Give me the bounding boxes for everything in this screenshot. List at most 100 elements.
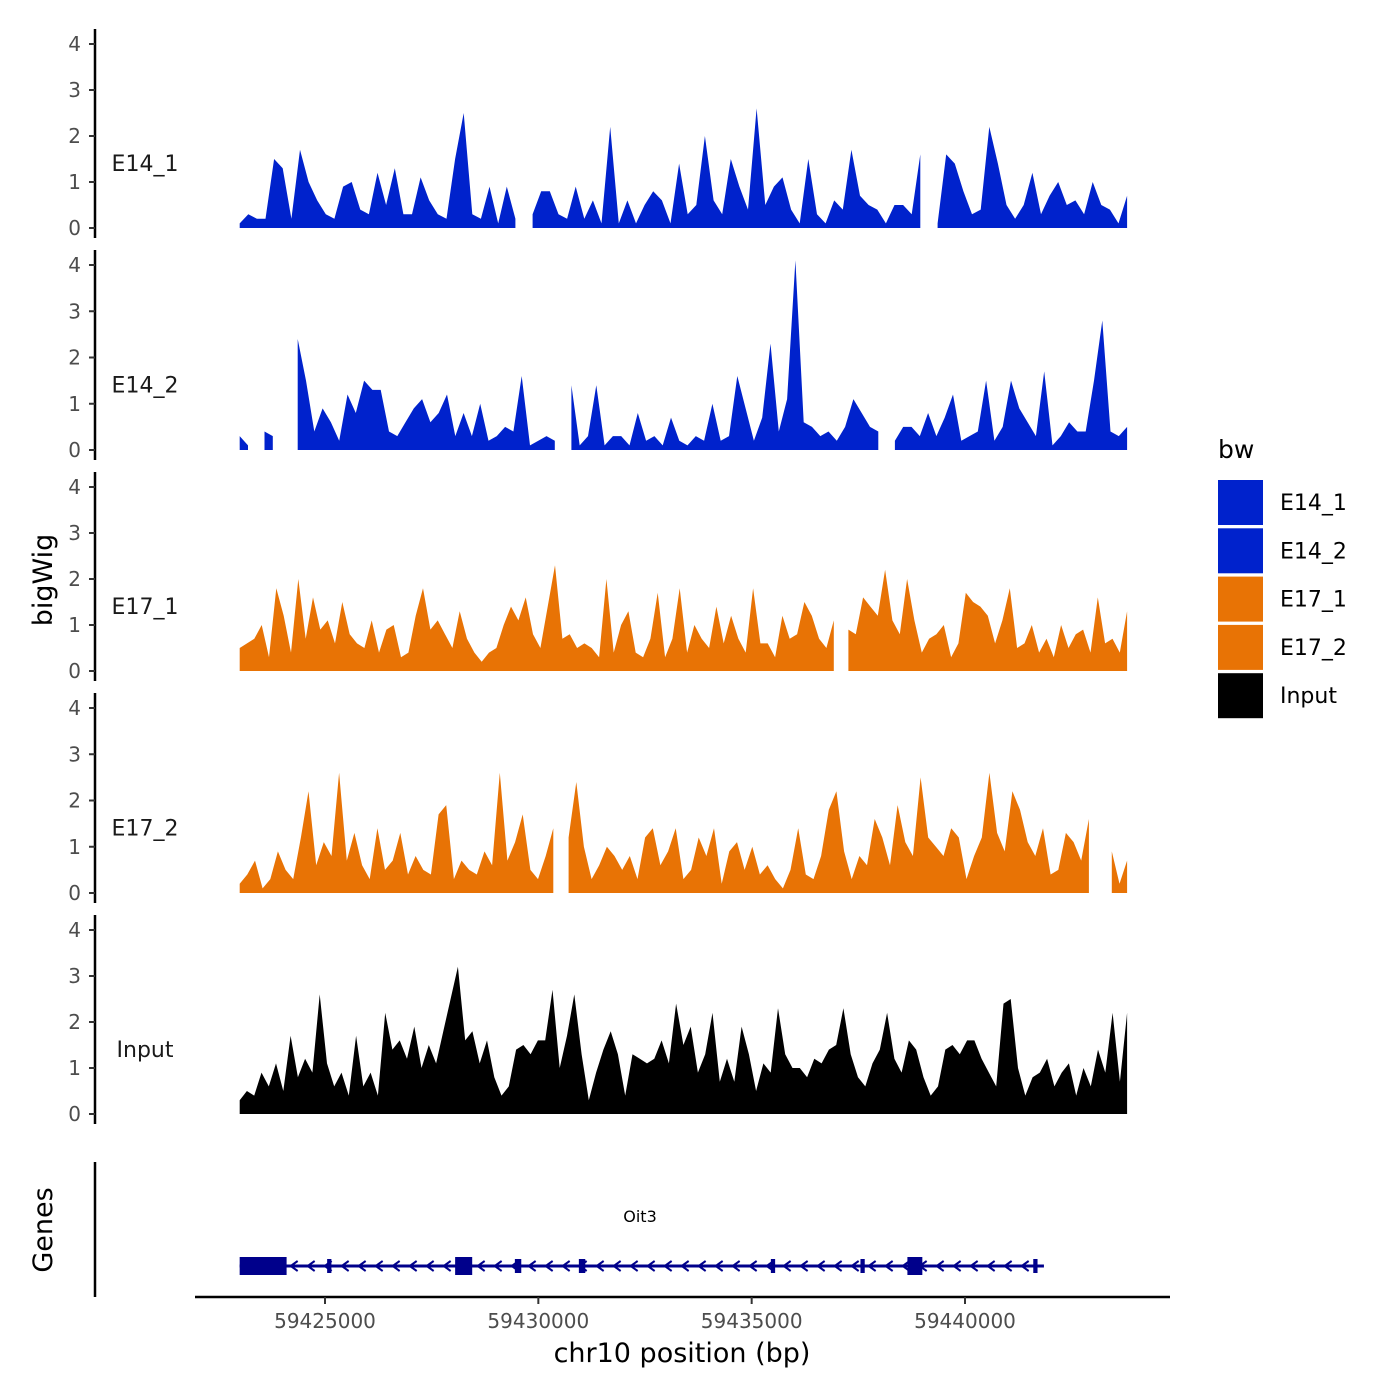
- strand-arrow: [339, 1260, 350, 1272]
- y-tick-label: 0: [68, 216, 81, 240]
- y-axis-title: bigWig: [28, 534, 59, 627]
- strand-arrow: [526, 1260, 537, 1272]
- signal-tracks: 0 1 2 3 4 E14_1 0 1 2 3 4 E14_2 0 1 2 3 4 E17_1 0 1 2 3 4 E17_2…: [68, 29, 1128, 1126]
- signal-area: [532, 108, 921, 228]
- legend-title: bw: [1218, 435, 1254, 464]
- strand-arrow: [985, 1260, 996, 1272]
- y-tick-label: 0: [68, 1102, 81, 1126]
- signal-area: [848, 569, 1128, 671]
- y-tick-label: 3: [68, 78, 81, 102]
- y-tick-label: 2: [68, 1010, 81, 1034]
- legend-swatch: [1218, 673, 1263, 719]
- signal-area: [239, 772, 554, 893]
- legend-label: E17_1: [1280, 588, 1347, 613]
- signal-area: [1111, 851, 1128, 893]
- signal-area: [239, 565, 834, 671]
- signal-area: [571, 260, 879, 450]
- y-tick-label: 1: [68, 392, 81, 416]
- y-tick-label: 2: [68, 346, 81, 370]
- signal-area: [894, 320, 1128, 450]
- y-tick-label: 2: [68, 567, 81, 591]
- strand-arrow: [288, 1260, 299, 1272]
- y-tick-label: 4: [68, 475, 81, 499]
- y-tick-label: 0: [68, 438, 81, 462]
- strand-arrow: [492, 1260, 503, 1272]
- strand-arrow: [373, 1260, 384, 1272]
- strand-arrow: [356, 1260, 367, 1272]
- strand-arrow: [713, 1260, 724, 1272]
- legend-swatch: [1218, 528, 1263, 574]
- strand-arrow: [1019, 1260, 1030, 1272]
- genes-axis-title: Genes: [28, 1187, 59, 1272]
- strand-arrow: [645, 1260, 656, 1272]
- legend-swatch: [1218, 576, 1263, 622]
- gene-exon: [860, 1259, 865, 1273]
- gene-exon: [455, 1257, 473, 1275]
- gene-panel: Genes Oit3: [28, 1162, 1044, 1297]
- strand-arrow: [390, 1260, 401, 1272]
- legend-label: E14_1: [1280, 491, 1347, 516]
- gene-exon: [514, 1259, 522, 1273]
- strand-arrow: [968, 1260, 979, 1272]
- legend-label: E14_2: [1280, 539, 1347, 564]
- strand-arrow: [628, 1260, 639, 1272]
- y-tick-label: 4: [68, 696, 81, 720]
- x-tick-label: 59430000: [487, 1309, 589, 1333]
- strand-arrow: [900, 1260, 911, 1272]
- track-E17_2: 0 1 2 3 4 E17_2: [68, 693, 1128, 905]
- x-tick-label: 59435000: [701, 1309, 803, 1333]
- y-tick-label: 2: [68, 124, 81, 148]
- legend-label: Input: [1280, 684, 1337, 709]
- gene-exon: [578, 1259, 586, 1273]
- strand-arrow: [798, 1260, 809, 1272]
- y-tick-label: 0: [68, 881, 81, 905]
- gene-exon: [907, 1257, 923, 1275]
- gene-exon: [239, 1257, 287, 1275]
- track-E17_1: 0 1 2 3 4 E17_1: [68, 472, 1128, 683]
- strand-arrow: [747, 1260, 758, 1272]
- strand-arrow: [951, 1260, 962, 1272]
- legend-swatch: [1218, 480, 1263, 525]
- signal-area: [239, 966, 1128, 1114]
- strand-arrow: [543, 1260, 554, 1272]
- y-tick-label: 3: [68, 521, 81, 545]
- y-tick-label: 1: [68, 835, 81, 859]
- strand-arrow: [679, 1260, 690, 1272]
- track-label: E14_2: [112, 374, 179, 399]
- x-axis: 59425000 59430000 59435000 59440000: [195, 1295, 1170, 1333]
- strand-arrow: [1002, 1260, 1013, 1272]
- strand-arrow: [934, 1260, 945, 1272]
- strand-arrow: [305, 1260, 316, 1272]
- x-axis-title: chr10 position (bp): [554, 1338, 811, 1369]
- gene-model: [239, 1257, 1044, 1275]
- legend-label: E17_2: [1280, 636, 1347, 661]
- y-tick-label: 3: [68, 964, 81, 988]
- strand-arrow: [560, 1260, 571, 1272]
- strand-arrow: [730, 1260, 741, 1272]
- gene-exon: [1033, 1259, 1038, 1273]
- strand-arrow: [424, 1260, 435, 1272]
- gene-exon: [770, 1259, 776, 1273]
- strand-arrow: [866, 1260, 877, 1272]
- strand-arrow: [611, 1260, 622, 1272]
- y-tick-label: 4: [68, 918, 81, 942]
- track-label: E14_1: [112, 152, 179, 177]
- legend: bw E14_1 E14_2 E17_1 E17_2 Input: [1218, 435, 1347, 719]
- y-tick-label: 1: [68, 1056, 81, 1080]
- y-tick-label: 4: [68, 253, 81, 277]
- y-tick-label: 0: [68, 659, 81, 683]
- signal-area: [239, 436, 248, 450]
- strand-arrow: [883, 1260, 894, 1272]
- signal-area: [239, 113, 516, 228]
- signal-area: [264, 431, 273, 450]
- signal-area: [937, 126, 1128, 228]
- strand-arrow: [475, 1260, 486, 1272]
- y-tick-label: 1: [68, 613, 81, 637]
- strand-arrow: [849, 1260, 860, 1272]
- track-label: E17_1: [112, 595, 179, 620]
- track-Input: 0 1 2 3 4 Input: [68, 915, 1128, 1126]
- x-tick-label: 59440000: [914, 1309, 1016, 1333]
- y-tick-label: 3: [68, 742, 81, 766]
- track-label: E17_2: [112, 817, 179, 842]
